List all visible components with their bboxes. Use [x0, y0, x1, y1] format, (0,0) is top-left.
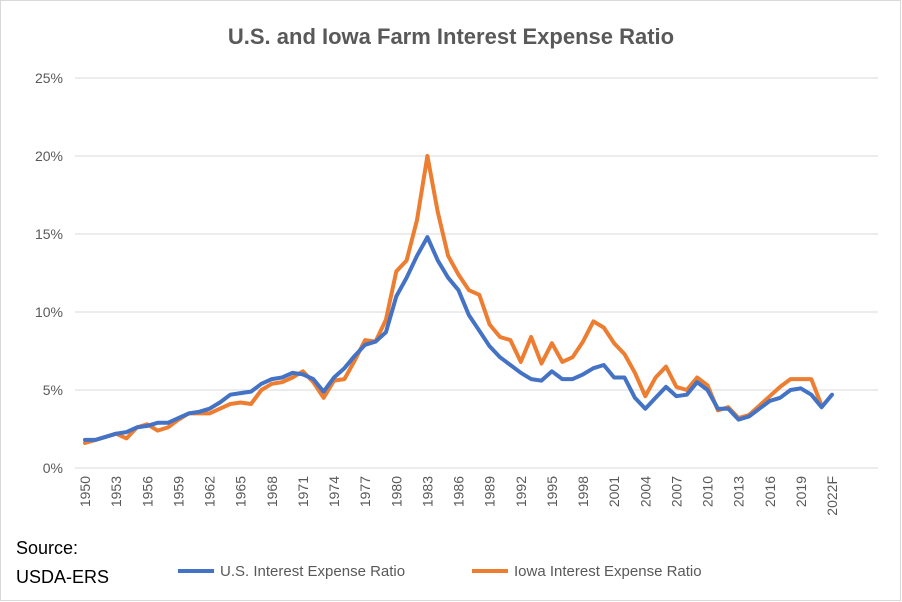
x-tick-label: 1986: [451, 476, 467, 507]
line-series: [83, 235, 834, 442]
x-tick-label: 1956: [139, 476, 155, 507]
source-value: USDA-ERS: [16, 567, 109, 587]
x-tick-label: 2007: [668, 476, 684, 507]
x-tick-label: 1992: [513, 476, 529, 507]
source-label: Source:: [16, 538, 78, 558]
y-tick-label: 0%: [43, 460, 63, 476]
x-tick-label: 2013: [731, 476, 747, 507]
x-tick-label: 1983: [419, 476, 435, 507]
x-tick-label: 2016: [762, 476, 778, 507]
x-tick-label: 1998: [575, 476, 591, 507]
x-tick-label: 2019: [793, 476, 809, 507]
x-tick-label: 1971: [295, 476, 311, 507]
y-tick-label: 20%: [35, 148, 63, 164]
x-tick-label: 1995: [544, 476, 560, 507]
line-series: [83, 154, 824, 445]
x-tick-label: 1989: [482, 476, 498, 507]
x-tick-label: 2001: [606, 476, 622, 507]
legend-label: U.S. Interest Expense Ratio: [220, 563, 405, 580]
x-tick-label: 1965: [233, 476, 249, 507]
x-tick-label: 1962: [202, 476, 218, 507]
y-tick-label: 5%: [43, 382, 63, 398]
legend-label: Iowa Interest Expense Ratio: [514, 563, 702, 580]
y-tick-label: 10%: [35, 304, 63, 320]
x-tick-label: 1968: [264, 476, 280, 507]
x-tick-label: 1980: [388, 476, 404, 507]
x-tick-label: 1977: [357, 476, 373, 507]
y-tick-label: 15%: [35, 226, 63, 242]
y-tick-label: 25%: [35, 70, 63, 86]
x-tick-label: 1950: [77, 476, 93, 507]
x-tick-label: 2022F: [824, 476, 840, 516]
x-tick-label: 2010: [700, 476, 716, 507]
x-tick-label: 1953: [108, 476, 124, 507]
chart-title: U.S. and Iowa Farm Interest Expense Rati…: [228, 24, 674, 49]
x-tick-label: 1959: [170, 476, 186, 507]
x-tick-label: 2004: [637, 476, 653, 507]
x-tick-label: 1974: [326, 476, 342, 507]
